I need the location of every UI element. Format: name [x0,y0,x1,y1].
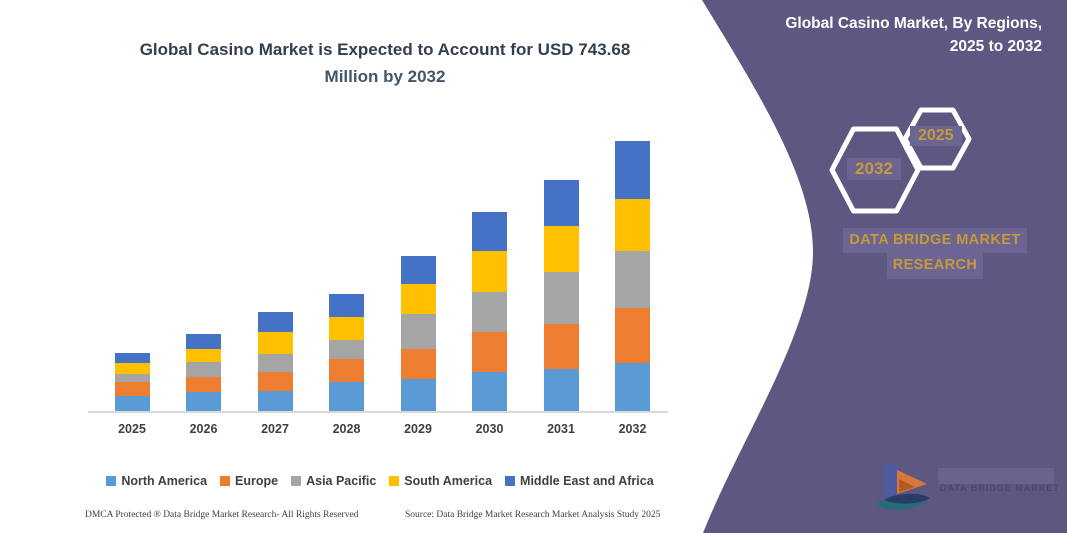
bar-2031 [543,180,579,411]
bar-segment-2027-north-america [257,391,293,411]
bar-segment-2032-asia-pacific [615,251,650,308]
bar-segment-2032-europe [615,308,650,363]
bar-segment-2027-europe [257,372,293,391]
panel-title-line1: Global Casino Market, By Regions, [785,15,1042,32]
hexagon-2032-outline [829,126,921,214]
legend-swatch-icon [505,476,516,486]
bar-2030 [472,212,507,411]
bar-segment-2026-middle-east-and-africa [186,334,221,349]
chart-title-line2: Million by 2032 [324,67,446,87]
x-tick-2032: 2032 [618,422,647,436]
bar-segment-2028-asia-pacific [329,340,364,359]
hexagon-2025-outline [902,107,972,171]
bar-segment-2028-south-america [329,317,364,340]
bar-2032 [615,141,650,411]
bar-segment-2025-middle-east-and-africa [114,353,150,363]
bar-segment-2029-south-america [400,284,436,314]
bar-segment-2025-asia-pacific [114,374,150,382]
bar-2025 [114,353,150,411]
x-tick-2031: 2031 [547,422,575,436]
legend-label: South America [404,474,493,488]
source-footer-text: Source: Data Bridge Market Research Mark… [405,510,661,520]
bar-segment-2027-south-america [257,332,293,354]
legend-item-middle-east-and-africa: Middle East and Africa [505,474,654,488]
bar-segment-2028-middle-east-and-africa [329,294,364,317]
bar-segment-2031-europe [543,324,579,369]
x-tick-2026: 2026 [189,422,218,436]
brand-name: DATA BRIDGE MARKET RESEARCH [830,228,1040,279]
x-tick-2027: 2027 [261,422,289,436]
bar-segment-2025-north-america [114,396,150,411]
legend-item-europe: Europe [220,474,278,488]
legend-swatch-icon [291,476,302,486]
legend-label: Europe [235,474,279,488]
bar-segment-2030-south-america [472,251,507,292]
x-tick-2028: 2028 [332,422,361,436]
panel-title: Global Casino Market, By Regions, 2025 t… [712,12,1042,59]
legend-swatch-icon [220,476,231,486]
purple-panel-shape [702,0,1067,533]
bar-segment-2030-north-america [472,372,507,411]
bar-segment-2030-asia-pacific [472,292,507,332]
bar-segment-2027-middle-east-and-africa [257,312,293,332]
bar-segment-2032-middle-east-and-africa [615,141,650,199]
legend-label: Asia Pacific [306,474,377,488]
bar-segment-2027-asia-pacific [257,354,293,372]
bar-segment-2028-north-america [329,382,364,411]
panel-title-line2: 2025 to 2032 [949,38,1042,56]
bar-segment-2029-europe [400,349,436,379]
legend-label: North America [121,474,208,488]
x-tick-2029: 2029 [404,422,432,436]
plot-area [95,130,665,411]
bar-segment-2029-middle-east-and-africa [400,256,436,284]
brand-name-line1: DATA BRIDGE MARKET [843,228,1027,254]
legend-item-north-america: North America [106,474,207,488]
bar-2027 [257,312,293,411]
x-tick-2030: 2030 [475,422,504,436]
dmca-footer-text: DMCA Protected ® Data Bridge Market Rese… [85,510,359,520]
hexagon-2025-label: 2025 [910,126,962,146]
bar-segment-2032-south-america [615,199,650,251]
chart-legend: North America Europe Asia Pacific South Ame… [80,471,680,491]
bar-segment-2026-europe [186,377,221,392]
chart-title: Global Casino Market is Expected to Acco… [85,36,685,90]
x-tick-2025: 2025 [118,422,146,436]
bar-segment-2025-south-america [114,363,150,374]
bar-segment-2030-europe [472,332,507,372]
legend-swatch-icon [106,476,117,486]
bar-segment-2028-europe [329,359,364,382]
bar-segment-2025-europe [114,382,150,396]
bar-segment-2026-north-america [186,392,221,411]
bar-segment-2031-south-america [543,226,579,272]
bar-2029 [400,256,436,411]
chart-title-line1: Global Casino Market is Expected to Acco… [139,40,631,59]
logo-watermark-text: DATA BRIDGE MARKET RESEARCH [940,483,1060,493]
legend-swatch-icon [389,476,400,486]
x-axis-line [88,411,668,413]
bar-segment-2030-middle-east-and-africa [472,212,507,251]
legend-item-south-america: South America [389,474,492,488]
bar-segment-2031-north-america [543,369,579,411]
bar-segment-2029-asia-pacific [400,314,436,349]
bar-segment-2032-north-america [615,363,650,411]
brand-name-line2: RESEARCH [886,253,984,279]
hexagon-2032-label: 2032 [847,158,901,180]
x-axis-labels: 2025 2026 2027 2028 2029 2030 2031 2032 [95,422,665,440]
bar-segment-2031-middle-east-and-africa [543,180,579,226]
bar-segment-2029-north-america [400,379,436,411]
legend-item-asia-pacific: Asia Pacific [291,474,376,488]
legend-label: Middle East and Africa [520,474,654,488]
logo-watermark-band [938,468,1054,484]
bar-2028 [329,294,364,411]
bar-2026 [186,334,221,411]
bar-segment-2031-asia-pacific [543,272,579,324]
data-bridge-logo-icon [876,464,930,510]
bar-segment-2026-asia-pacific [186,362,221,377]
bar-segment-2026-south-america [186,349,221,362]
